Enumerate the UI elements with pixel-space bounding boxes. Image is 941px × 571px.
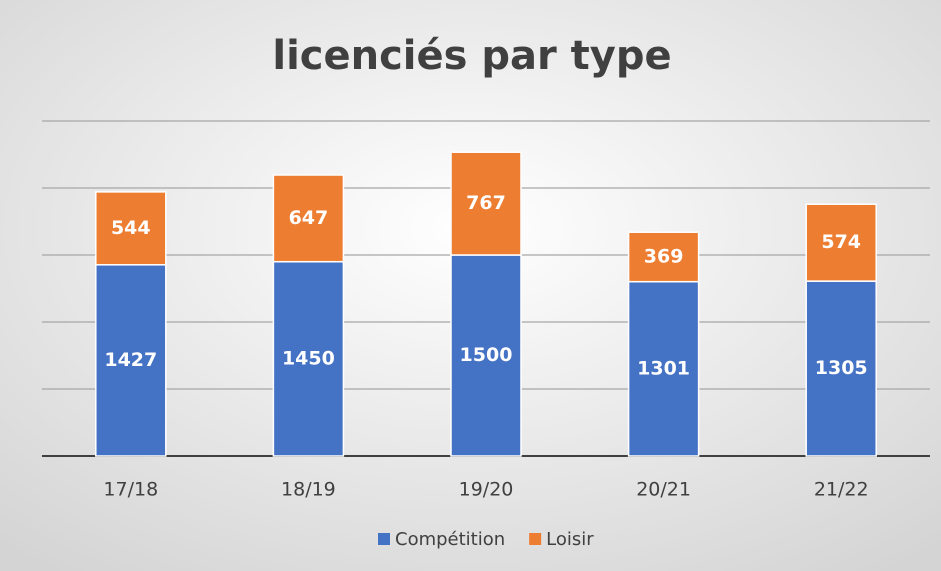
chart-title: licenciés par type — [272, 33, 671, 79]
x-tick-label: 17/18 — [103, 479, 158, 501]
legend-swatch — [529, 533, 542, 545]
data-label: 1305 — [815, 357, 868, 379]
data-label: 767 — [466, 192, 506, 214]
bar-segment — [272, 174, 345, 263]
data-label: 369 — [644, 245, 684, 267]
bar-segment — [95, 264, 167, 457]
legend-label: Compétition — [395, 529, 505, 550]
bar-segment — [805, 280, 877, 457]
data-label: 1500 — [460, 344, 513, 366]
x-tick-label: 18/19 — [281, 479, 336, 501]
data-label: 1427 — [104, 349, 157, 371]
bar-segment — [450, 254, 522, 457]
legend-label: Loisir — [546, 529, 594, 550]
data-label: 1450 — [282, 347, 335, 369]
data-label: 574 — [821, 231, 861, 253]
x-tick-label: 20/21 — [636, 479, 691, 501]
data-label: 1301 — [637, 357, 690, 379]
data-label: 647 — [289, 207, 329, 229]
bar-segment — [627, 231, 700, 283]
x-tick-label: 21/22 — [814, 479, 869, 501]
legend-swatch — [378, 533, 390, 545]
bar-segment — [272, 260, 345, 457]
x-tick-label: 19/20 — [459, 479, 514, 501]
bar-segment — [95, 191, 167, 266]
bar-segment — [805, 203, 877, 282]
bar-segment — [450, 151, 522, 256]
data-label: 544 — [111, 217, 151, 239]
